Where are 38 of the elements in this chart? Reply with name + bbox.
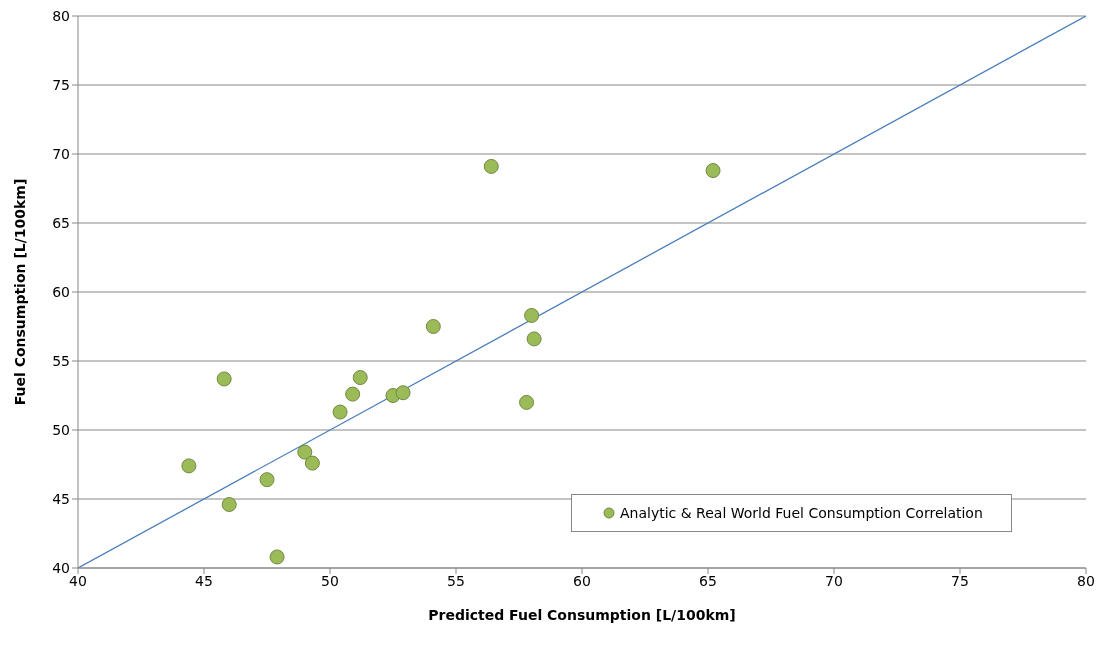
y-tick-label: 45 — [52, 490, 70, 507]
x-tick-label: 50 — [321, 572, 339, 589]
x-tick-label: 55 — [447, 572, 465, 589]
x-tick-label: 40 — [69, 572, 87, 589]
point — [425, 319, 441, 334]
y-tick-label: 55 — [52, 352, 70, 369]
y-tick-label: 60 — [52, 283, 70, 300]
y-tick-label: 50 — [52, 421, 70, 438]
x-tick-label: 65 — [699, 572, 717, 589]
point — [269, 549, 285, 565]
point — [216, 371, 232, 387]
point — [483, 158, 499, 174]
point — [524, 307, 540, 323]
y-tick-label: 80 — [52, 7, 70, 24]
point — [221, 497, 237, 513]
point — [526, 331, 542, 347]
x-tick-label: 45 — [195, 572, 213, 589]
y-tick-label: 75 — [52, 76, 70, 93]
point — [304, 455, 320, 471]
x-tick-label: 75 — [951, 572, 969, 589]
x-axis-title: Predicted Fuel Consumption [L/100km] — [428, 607, 736, 623]
point — [181, 458, 197, 474]
y-tick-label: 65 — [52, 214, 70, 231]
x-tick-label: 80 — [1077, 572, 1095, 589]
x-tick-label: 60 — [573, 572, 591, 589]
point — [352, 370, 368, 386]
point — [705, 163, 721, 179]
x-tick-label: 70 — [825, 572, 843, 589]
point — [259, 472, 275, 488]
point — [345, 386, 361, 402]
point — [332, 404, 348, 420]
y-tick-label: 40 — [52, 559, 70, 576]
y-tick-label: 70 — [52, 145, 70, 162]
point — [519, 394, 535, 410]
point — [395, 385, 411, 401]
legend-label: Analytic & Real World Fuel Consumption Correlation — [619, 505, 983, 521]
y-axis-title: Fuel Consumption [L/100km] — [11, 178, 28, 406]
point — [297, 444, 313, 460]
